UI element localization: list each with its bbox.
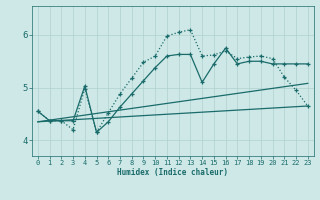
X-axis label: Humidex (Indice chaleur): Humidex (Indice chaleur) (117, 168, 228, 177)
